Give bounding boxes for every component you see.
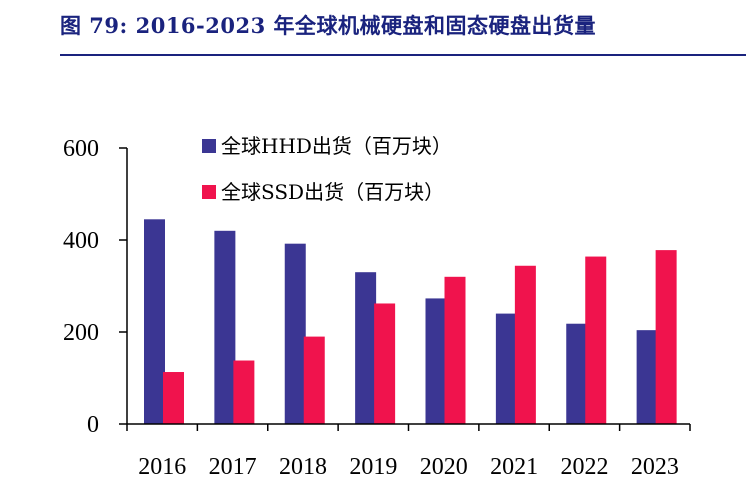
title-divider [60,54,746,56]
ssd-bar-2017 [233,360,255,424]
hdd-bar-2023 [636,330,658,424]
hdd-bar-2020 [425,298,447,424]
figure-title: 图 79: 2016-2023 年全球机械硬盘和固态硬盘出货量 [60,13,597,38]
hdd-bar-2018 [284,243,306,424]
hdd-bar-2017 [214,230,236,424]
x-tick-label-2017: 2017 [209,454,257,480]
x-tick-label-2018: 2018 [279,454,327,480]
x-tick-label-2023: 2023 [631,454,679,480]
x-tick-label-2016: 2016 [138,454,186,480]
hdd-bar-2022 [566,323,588,424]
y-tick-label: 0 [87,412,99,438]
ssd-bar-2022 [585,256,607,424]
ssd-bar-2023 [655,250,677,424]
y-tick-label: 400 [63,228,99,254]
hdd-bar-2019 [355,272,377,424]
y-tick-label: 600 [63,136,99,162]
legend-label-ssd: 全球SSD出货（百万块） [221,180,444,204]
y-axis-ticks: 0 200 400 600 [63,136,127,438]
ssd-bar-2021 [514,265,536,424]
x-tick-label-2020: 2020 [420,454,468,480]
x-tick-label-2019: 2019 [349,454,397,480]
hdd-bar-2016 [144,219,165,424]
x-axis-ticks: 2016 2017 2018 2019 2020 2021 2022 2023 [126,424,691,480]
legend: 全球HHD出货（百万块） 全球SSD出货（百万块） [202,134,452,204]
hdd-bar-2021 [495,313,517,424]
bar-series [144,219,677,424]
legend-swatch-hdd [202,139,216,153]
ssd-bar-2016 [163,372,184,424]
y-tick-label: 200 [63,320,99,346]
ssd-bar-2018 [303,336,325,424]
ssd-bar-2019 [374,303,396,424]
x-tick-label-2022: 2022 [560,454,608,480]
legend-label-hdd: 全球HHD出货（百万块） [221,134,452,158]
x-tick-label-2021: 2021 [490,454,538,480]
ssd-bar-2020 [444,276,466,424]
legend-swatch-ssd [202,185,216,199]
